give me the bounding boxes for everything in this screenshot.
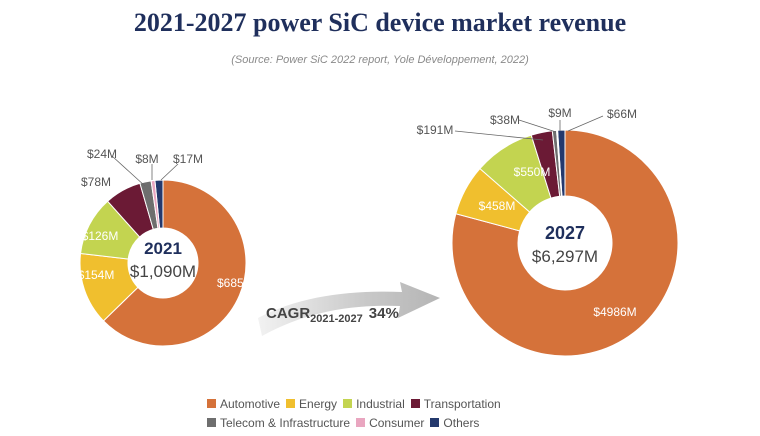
donut-2021-value-label: $685M <box>217 276 254 290</box>
donut-2021-leader-line <box>111 155 146 187</box>
legend-item-automotive: Automotive <box>207 395 280 414</box>
donut-2027-leader-line <box>454 130 544 141</box>
legend-label: Telecom & Infrastructure <box>220 416 351 430</box>
growth-arrow <box>258 282 440 336</box>
donut-2021-value-label: $78M <box>81 175 111 189</box>
donut-2021-leader-line <box>160 163 179 181</box>
donut-2027-value-label: $38M <box>490 113 520 127</box>
legend-swatch <box>207 418 216 427</box>
legend-label: Transportation <box>423 397 501 411</box>
donut-2021-year: 2021 <box>144 239 182 258</box>
donut-2027-value-label: $4986M <box>593 305 636 319</box>
cagr-period: 2021-2027 <box>310 313 363 325</box>
legend-item-energy: Energy <box>286 395 337 414</box>
legend-item-industrial: Industrial <box>343 395 405 414</box>
donut-2021-value-label: $8M <box>135 152 158 166</box>
donut-2027-leader-line <box>518 119 557 133</box>
legend-item-others: Others <box>430 414 479 433</box>
donut-2021-total: $1,090M <box>130 262 196 281</box>
legend-item-telecom-infrastructure: Telecom & Infrastructure <box>207 414 350 433</box>
legend-item-consumer: Consumer <box>356 414 424 433</box>
chart-title: 2021-2027 power SiC device market revenu… <box>133 8 627 37</box>
legend-swatch <box>286 399 296 408</box>
donut-2027-leader-line <box>567 115 604 132</box>
donut-2021-slice-consumer <box>150 179 161 229</box>
legend-label: Industrial <box>356 397 405 411</box>
donut-2027-value-label: $191M <box>417 123 454 137</box>
donut-2027-year: 2027 <box>545 223 585 243</box>
donut-2021-value-label: $126M <box>82 229 119 243</box>
legend-label: Others <box>443 416 480 430</box>
donut-2027-value-label: $9M <box>548 106 571 120</box>
cagr-prefix: CAGR <box>266 305 310 322</box>
donut-2021-value-label: $17M <box>173 152 203 166</box>
donut-2021-value-label: $154M <box>78 268 115 282</box>
donut-2027-value-label: $458M <box>479 199 516 213</box>
legend-label: Automotive <box>220 397 281 411</box>
legend-swatch <box>207 399 216 408</box>
cagr-value: 34% <box>369 305 399 322</box>
donut-2021-slice-automotive <box>102 179 247 347</box>
donut-2027-slice-automotive <box>451 129 679 357</box>
donut-2027-value-label: $66M <box>607 107 637 121</box>
legend-label: Energy <box>299 397 338 411</box>
donut-2027-total: $6,297M <box>532 247 598 266</box>
chart-source: (Source: Power SiC 2022 report, Yole Dév… <box>231 54 529 66</box>
donut-2021-value-label: $24M <box>87 147 117 161</box>
donut-2027-slice-consumer <box>556 129 563 197</box>
legend-swatch <box>430 418 440 427</box>
legend-item-transportation: Transportation <box>410 395 501 414</box>
legend-swatch <box>343 399 353 408</box>
legend-swatch <box>410 399 420 408</box>
legend-swatch <box>356 418 366 427</box>
legend-label: Consumer <box>369 416 425 430</box>
cagr-label: CAGR2021-2027 34% <box>266 305 399 325</box>
chart-legend: Automotive Energy Industrial Transportation… <box>207 395 547 433</box>
donut-2027-value-label: $550M <box>514 165 551 179</box>
